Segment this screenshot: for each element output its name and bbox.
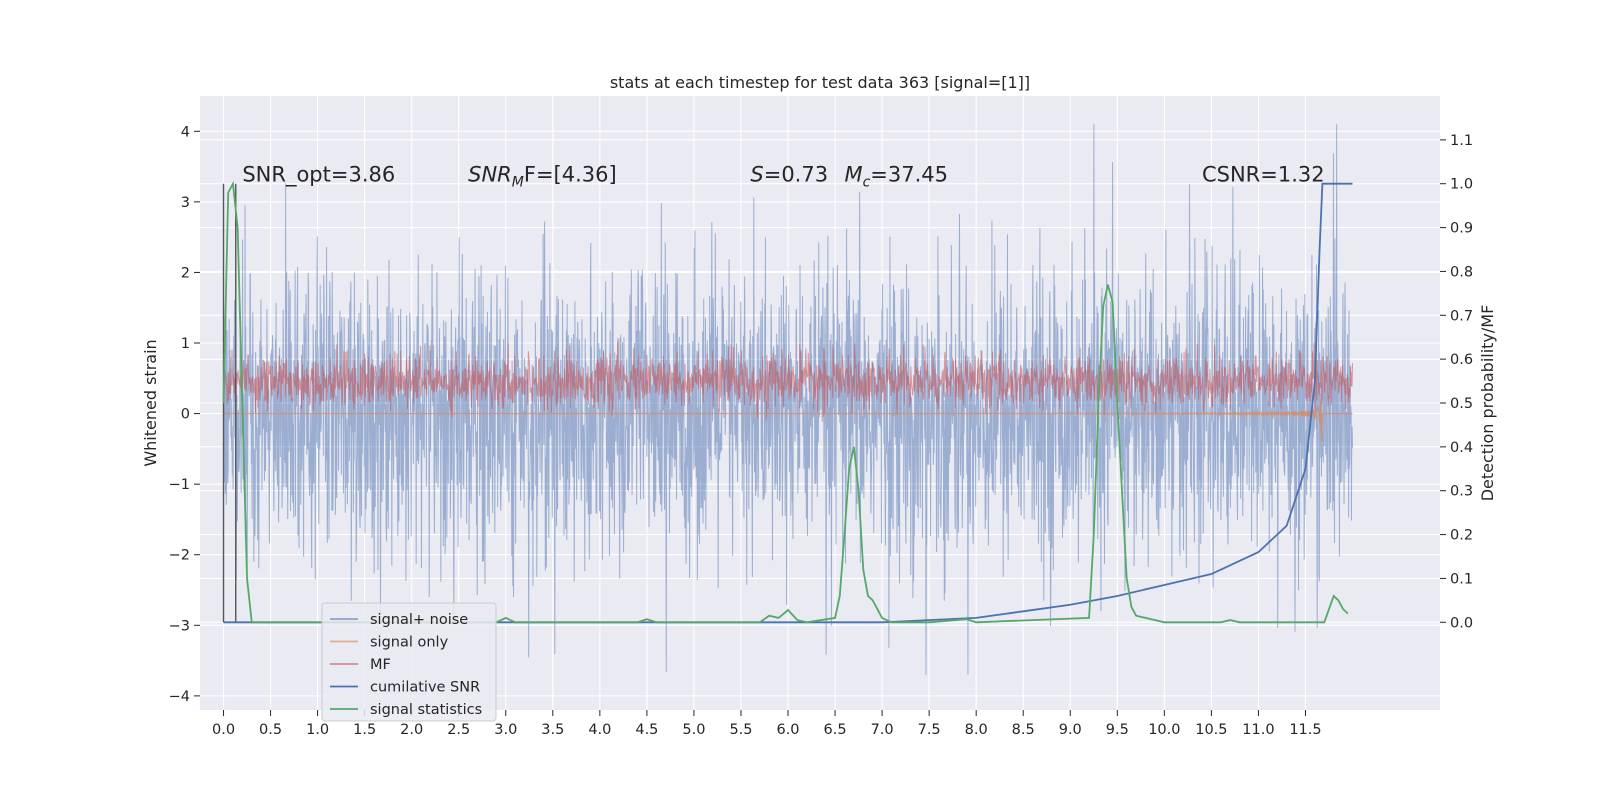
x-tick-label: 8.5 <box>1012 722 1035 738</box>
y-left-tick-label: 2 <box>181 265 190 281</box>
x-tick-label: 4.5 <box>635 722 658 738</box>
x-tick-label: 3.0 <box>494 722 517 738</box>
legend-entry: signal only <box>370 635 449 651</box>
y-right-tick-label: 0.7 <box>1450 308 1473 324</box>
y-left-tick-label: −3 <box>169 618 190 634</box>
y-left-tick-label: −2 <box>169 548 190 564</box>
legend-entry: cumilative SNR <box>370 680 480 696</box>
x-tick-label: 7.0 <box>871 722 894 738</box>
y-right-tick-label: 0.8 <box>1450 264 1473 280</box>
x-tick-label: 0.0 <box>212 722 235 738</box>
x-tick-label: 7.5 <box>918 722 941 738</box>
y-left-tick-label: −4 <box>169 689 190 705</box>
legend-entry: MF <box>370 657 391 673</box>
x-tick-label: 4.0 <box>588 722 611 738</box>
y-right-tick-label: 1.1 <box>1450 133 1473 149</box>
x-tick-label: 3.5 <box>541 722 564 738</box>
y-right-tick-label: 0.3 <box>1450 484 1473 500</box>
y-left-tick-label: 1 <box>181 336 190 352</box>
annotation-1: SNRMF=[4.36] <box>468 163 617 191</box>
y-left-axis-label: Whitened strain <box>141 339 160 466</box>
x-tick-label: 5.0 <box>682 722 705 738</box>
x-tick-label: 6.5 <box>824 722 847 738</box>
annotation-layer: SNR_opt=3.86 SNRMF=[4.36] S=0.73 Mc=37.45 CS… <box>242 163 1324 191</box>
x-tick-label: 1.0 <box>306 722 329 738</box>
y-left-tick-label: −1 <box>169 477 190 493</box>
series-cumilative-snr-line <box>223 182 1353 624</box>
y-right-axis-label: Detection probability/MF <box>1478 305 1497 502</box>
series-signal-only-line <box>223 401 1353 442</box>
chart-title: stats at each timestep for test data 363… <box>610 73 1030 92</box>
annotation-0: SNR_opt=3.86 <box>242 163 395 188</box>
y-left-tick-label: 0 <box>181 407 190 423</box>
y-right-tick-label: 0.9 <box>1450 221 1473 237</box>
y-right-tick-label: 0.6 <box>1450 352 1473 368</box>
x-tick-label: 8.0 <box>965 722 988 738</box>
y-left-tick-label: 4 <box>181 124 190 140</box>
y-right-tick-label: 0.2 <box>1450 528 1473 544</box>
x-tick-label: 2.0 <box>400 722 423 738</box>
x-tick-label: 10.0 <box>1148 722 1180 738</box>
y-right-tick-label: 0.5 <box>1450 396 1473 412</box>
legend-box <box>321 602 497 722</box>
legend: signal+ noise signal only MF cumilative SNR… <box>321 602 497 722</box>
legend-entry: signal+ noise <box>370 612 468 628</box>
x-tick-label: 2.5 <box>447 722 470 738</box>
axes-layer: 0.0 0.5 1.0 1.5 2.0 2.5 3.0 3.5 4.0 4.5 5.0 5.5 6.0 6… <box>169 124 1473 738</box>
x-tick-label: 10.5 <box>1195 722 1227 738</box>
x-tick-label: 9.0 <box>1059 722 1082 738</box>
series-mf-line <box>223 341 1353 420</box>
y-left-tick-label: 3 <box>181 195 190 211</box>
y-right-tick-label: 0.1 <box>1450 571 1473 587</box>
legend-entry: signal statistics <box>370 702 482 718</box>
y-right-tick-label: 1.0 <box>1450 177 1473 193</box>
series-signal-statistics-line <box>222 180 1349 624</box>
y-right-tick-label: 0.4 <box>1450 440 1473 456</box>
x-tick-label: 9.5 <box>1106 722 1129 738</box>
annotation-4: CSNR=1.32 <box>1202 163 1325 187</box>
annotation-3: Mc=37.45 <box>844 163 948 191</box>
x-tick-label: 11.5 <box>1289 722 1321 738</box>
x-tick-label: 5.5 <box>729 722 752 738</box>
y-right-tick-label: 0.0 <box>1450 615 1473 631</box>
series-layer <box>222 124 1353 675</box>
x-tick-label: 1.5 <box>353 722 376 738</box>
annotation-2: S=0.73 <box>750 163 828 187</box>
x-tick-label: 6.0 <box>776 722 799 738</box>
x-tick-label: 0.5 <box>259 722 282 738</box>
x-tick-label: 11.0 <box>1242 722 1274 738</box>
